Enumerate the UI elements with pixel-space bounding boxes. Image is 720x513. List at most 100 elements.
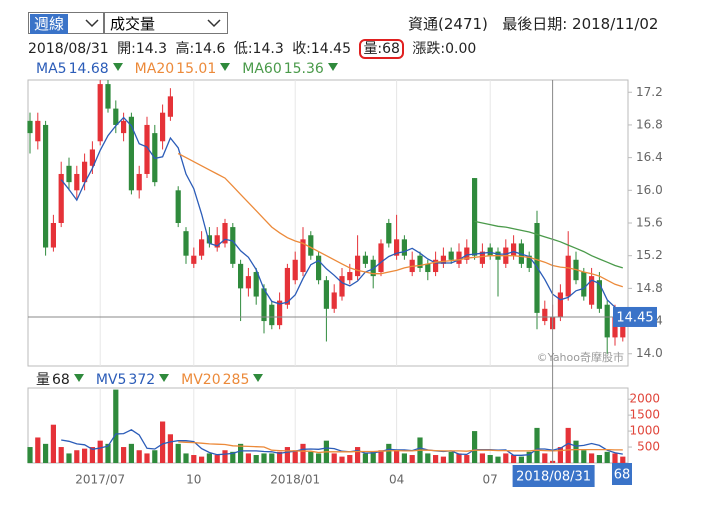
volume-bar [191,455,197,463]
volume-bar [417,437,423,463]
volume-bar [550,460,556,463]
candle-body [27,120,33,134]
volume-bar [425,453,431,463]
candle-body [175,190,181,223]
volume-bar [43,443,49,463]
ma-line [474,220,623,269]
volume-bar [66,453,72,463]
legend-name: MA60 [242,61,282,77]
volume-bar [526,451,532,463]
candle-body [503,247,509,264]
volume-bar [370,451,376,463]
candle-body [191,255,197,264]
y2-tick-label: 2000 [629,392,660,406]
volume-bar [323,440,329,463]
volume-bar [58,447,64,463]
period-select[interactable]: 週線 [28,12,104,34]
candle-body [222,223,228,244]
volume-bar [620,456,626,463]
candle-body [160,112,166,142]
x-tick-label: 10 [186,473,201,487]
legend-name: MV5 [95,372,127,388]
info-close: 收:14.45 [292,41,351,57]
stock-header: 資通(2471) 最後日期: 2018/11/02 [408,13,658,34]
candle-body [58,173,64,223]
candle-body [284,267,290,305]
volume-bar [269,453,275,463]
volume-bar [573,440,579,463]
volume-bar [518,456,524,463]
candle-body [394,239,400,256]
volume-bar [74,450,80,463]
volume-bar [261,453,267,463]
candle-body [105,84,111,109]
y2-tick-label: 1500 [629,408,660,422]
candle-body [596,280,602,309]
volume-bar [230,451,236,463]
legend-arrow [73,374,84,382]
candle-body [347,272,353,281]
candle-body [604,304,610,338]
volume-bar [362,453,368,463]
candle-body [292,259,298,281]
volume-bar [136,450,142,463]
candle-body [565,255,571,297]
legend-name: MA20 [134,61,175,77]
candle-body [534,223,540,313]
volume-bar [612,453,618,463]
volume-bar [113,389,119,463]
volume-bar [347,455,353,463]
indicator-value: 成交量 [110,15,156,33]
volume-bar [440,456,446,463]
legend-name: MA5 [36,61,67,77]
y-tick-label: 14.0 [636,346,663,360]
legend-arrow [159,374,170,382]
candle-body [199,239,205,256]
last-date: 最後日期: 2018/11/02 [502,15,659,33]
candle-body [43,124,49,248]
volume-bar [199,456,205,463]
volume-bar [581,450,587,463]
volume-bar [292,450,298,463]
ma-line [60,116,624,312]
volume-bar [277,451,283,463]
volume-bar [167,434,173,463]
arrow-shape [73,374,84,382]
volume-bar [50,424,56,463]
legend-arrow [220,63,231,71]
candle-body [620,316,626,338]
volume-bar [604,451,610,463]
candle-body [472,178,478,256]
volume-bar [183,453,189,463]
candle-body [113,108,119,125]
info-date: 2018/08/31 [28,41,109,57]
arrow-shape [253,374,264,382]
candle-body [362,255,368,264]
candle-body [339,276,345,297]
candle-body [238,263,244,289]
candle-body [152,133,158,183]
dropdown-arrow [85,19,99,28]
candle-body [121,120,127,134]
candle-body [440,255,446,264]
volume-bar [284,447,290,463]
volume-bar [565,427,571,463]
price-tag-label: 14.45 [616,310,653,325]
candle-body [50,223,56,248]
candle-body [433,259,439,273]
indicator-select[interactable]: 成交量 [104,12,228,34]
volume-bar [401,453,407,463]
volume-frame [27,387,629,464]
candle-body [355,255,361,277]
volume-bar [409,455,415,463]
volume-bar [214,455,220,463]
volume-bar [331,453,337,463]
volume-bar [464,455,470,463]
legend-arrow [327,63,338,71]
candle-body [230,227,236,264]
volume-bar [35,437,41,463]
candle-body [495,251,501,260]
stock-name: 資通(2471) [408,15,488,33]
volume-bar [152,450,158,463]
volume-bar [534,427,540,463]
